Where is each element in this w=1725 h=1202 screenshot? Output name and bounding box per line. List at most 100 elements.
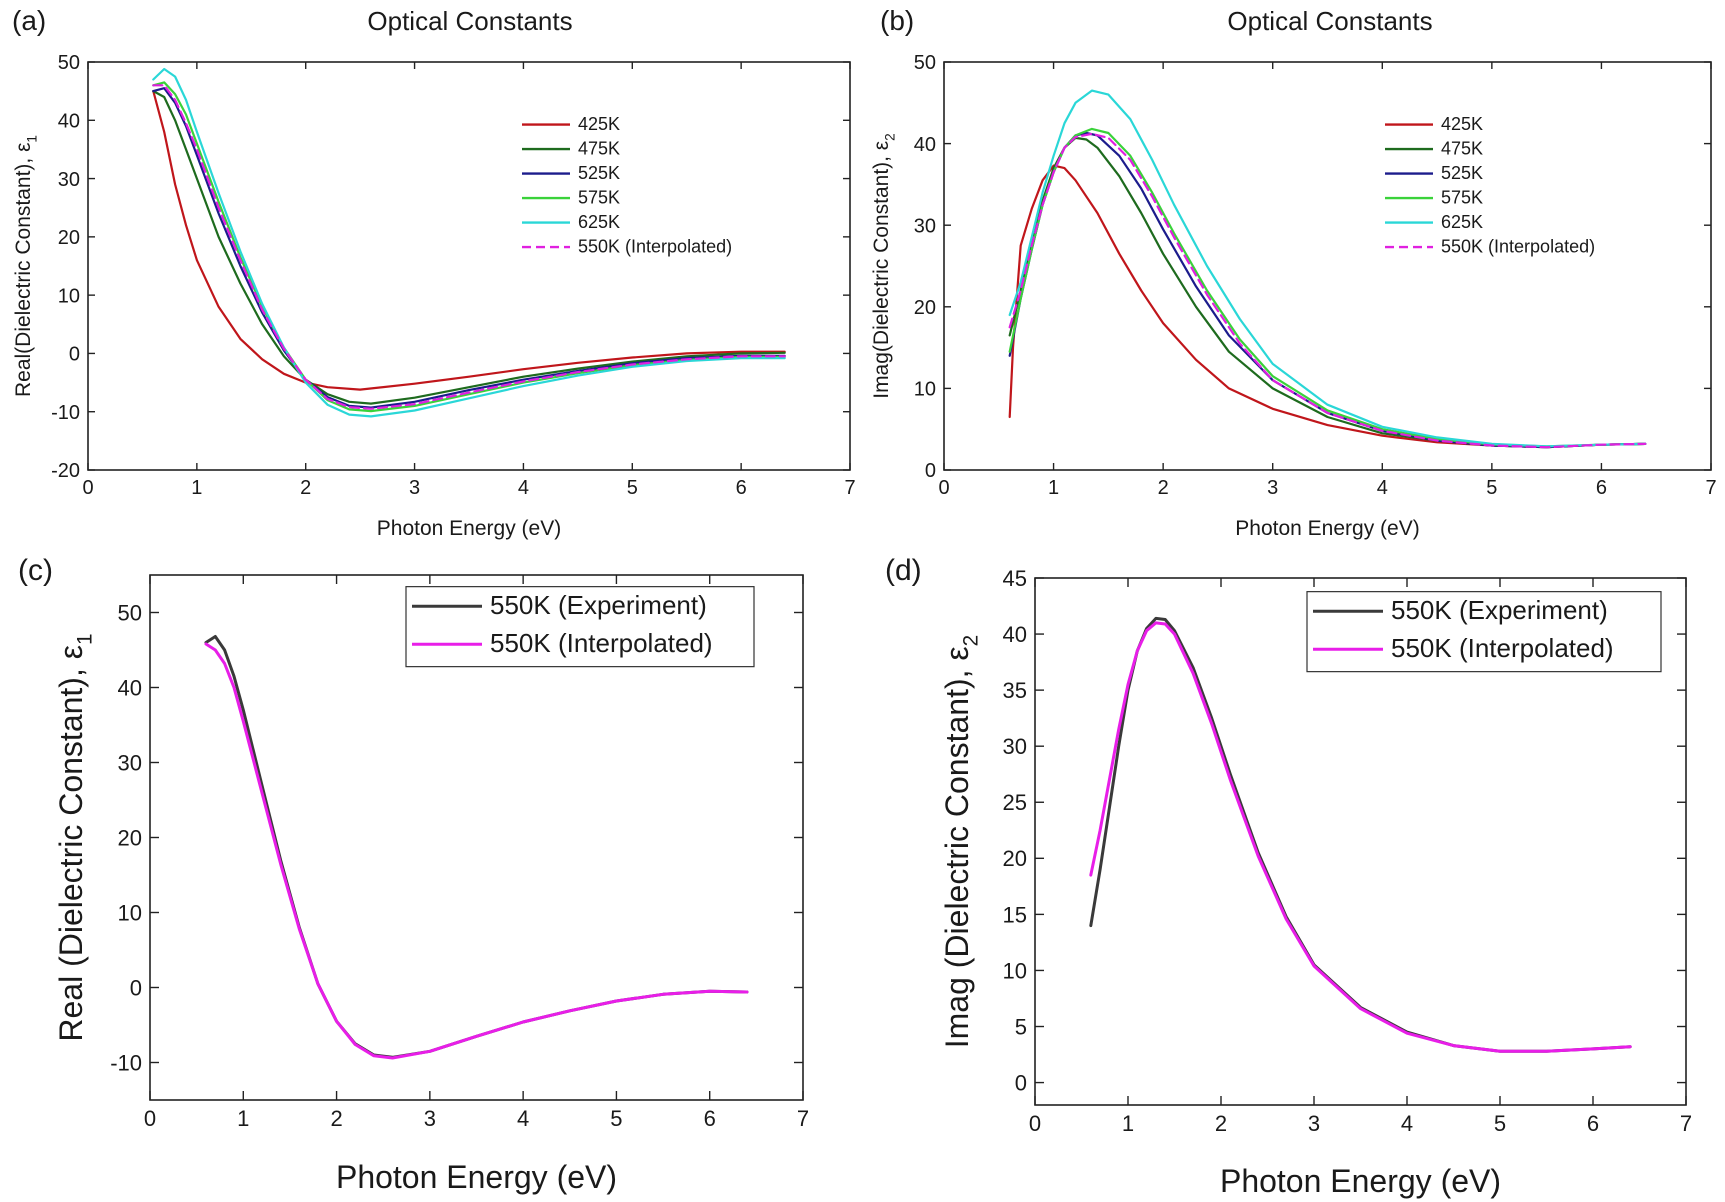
series-line-550k-interpolated- bbox=[152, 84, 786, 410]
y-tick-label: 50 bbox=[118, 600, 142, 625]
y-tick-label: 0 bbox=[130, 975, 142, 1000]
chart-panel-1: (b) Optical Constants 0 1 2 3 4 5 6 7 0 10 20 30 40 50 P… bbox=[870, 5, 1717, 540]
y-axis-label: Imag (Dielectric Constant), ε2 bbox=[939, 635, 983, 1049]
chart-panel-2: (c) 0 1 2 3 4 5 6 7 -10 0 10 20 30 40 50 Photon Energy (… bbox=[18, 554, 809, 1195]
x-tick-label: 3 bbox=[1308, 1111, 1320, 1136]
y-tick-label: 40 bbox=[118, 675, 142, 700]
chart-title: Optical Constants bbox=[1227, 6, 1432, 36]
legend-label: 475K bbox=[578, 139, 620, 159]
y-axis-label: Real (Dielectric Constant), ε1 bbox=[53, 633, 97, 1041]
y-tick-label: 50 bbox=[58, 52, 80, 74]
y-tick-label: 10 bbox=[58, 285, 80, 307]
y-tick-label: 0 bbox=[1015, 1070, 1027, 1095]
x-tick-label: 2 bbox=[330, 1106, 342, 1131]
y-tick-label: 40 bbox=[914, 134, 936, 156]
legend-label: 475K bbox=[1441, 139, 1483, 159]
y-tick-label: 20 bbox=[58, 227, 80, 249]
x-tick-label: 7 bbox=[844, 477, 855, 499]
x-tick-label: 1 bbox=[191, 477, 202, 499]
series-line-550k-interpolated- bbox=[204, 642, 749, 1060]
x-tick-label: 0 bbox=[1029, 1111, 1041, 1136]
y-tick-label: -10 bbox=[51, 402, 80, 424]
x-tick-label: 7 bbox=[1705, 477, 1716, 499]
x-tick-label: 6 bbox=[736, 477, 747, 499]
y-axis-label-main: Imag(Dielectric Constant), ε bbox=[870, 141, 893, 399]
x-tick-label: 6 bbox=[1596, 477, 1607, 499]
y-tick-label: -10 bbox=[110, 1050, 142, 1075]
legend-box bbox=[1306, 591, 1662, 673]
plot-frame bbox=[87, 61, 851, 471]
x-tick-label: 0 bbox=[144, 1106, 156, 1131]
plot-frame bbox=[1034, 577, 1687, 1106]
chart-title: Optical Constants bbox=[367, 6, 572, 36]
x-tick-label: 5 bbox=[627, 477, 638, 499]
y-tick-label: 10 bbox=[1003, 958, 1027, 983]
legend-label: 575K bbox=[1441, 188, 1483, 208]
x-tick-label: 2 bbox=[1215, 1111, 1227, 1136]
y-tick-label: 20 bbox=[1003, 846, 1027, 871]
legend-label: 575K bbox=[578, 188, 620, 208]
legend-label: 550K (Interpolated) bbox=[1441, 237, 1595, 257]
legend: 425K 475K 525K 575K 625K 550K (Interpolated) bbox=[522, 114, 732, 257]
y-tick-label: 5 bbox=[1015, 1014, 1027, 1039]
legend-label: 425K bbox=[1441, 114, 1483, 134]
x-tick-label: 3 bbox=[1267, 477, 1278, 499]
legend-box bbox=[405, 586, 755, 668]
y-axis-label-main: Real (Dielectric Constant), ε bbox=[53, 645, 89, 1042]
series-line-625k bbox=[152, 67, 786, 418]
legend-label: 425K bbox=[578, 114, 620, 134]
y-tick-label: 30 bbox=[914, 215, 936, 237]
legend-label: 625K bbox=[1441, 212, 1483, 232]
y-tick-label: 15 bbox=[1003, 902, 1027, 927]
legend-label: 525K bbox=[1441, 163, 1483, 183]
series-line-475k bbox=[1008, 136, 1647, 449]
legend: 550K (Experiment) 550K (Interpolated) bbox=[405, 586, 755, 668]
x-tick-label: 1 bbox=[237, 1106, 249, 1131]
x-tick-label: 4 bbox=[517, 1106, 529, 1131]
series-line-550k-interpolated- bbox=[1089, 621, 1632, 1053]
x-tick-label: 2 bbox=[1158, 477, 1169, 499]
x-tick-label: 4 bbox=[1401, 1111, 1413, 1136]
chart-panel-0: (a) Optical Constants 0 1 2 3 4 5 6 7 -20 -10 0 10 20 3… bbox=[12, 5, 856, 540]
x-tick-label: 0 bbox=[938, 477, 949, 499]
y-tick-label: 0 bbox=[69, 344, 80, 366]
series-line-425k bbox=[152, 90, 786, 391]
y-tick-label: 40 bbox=[58, 110, 80, 132]
legend: 425K 475K 525K 575K 625K 550K (Interpolated) bbox=[1385, 114, 1595, 257]
panel-label: (b) bbox=[880, 5, 914, 36]
legend-label: 550K (Experiment) bbox=[1391, 595, 1608, 625]
y-axis-label-subscript: 2 bbox=[882, 133, 897, 141]
x-tick-label: 3 bbox=[409, 477, 420, 499]
y-tick-label: 50 bbox=[914, 52, 936, 74]
y-tick-label: 45 bbox=[1003, 566, 1027, 591]
x-axis-label: Photon Energy (eV) bbox=[1235, 517, 1419, 540]
x-axis-label: Photon Energy (eV) bbox=[336, 1159, 617, 1195]
legend: 550K (Experiment) 550K (Interpolated) bbox=[1306, 591, 1662, 673]
y-axis-label-main: Real(Dielectric Constant), ε bbox=[12, 143, 35, 397]
panel-label: (d) bbox=[885, 554, 922, 587]
y-tick-label: 25 bbox=[1003, 790, 1027, 815]
legend-label: 525K bbox=[578, 163, 620, 183]
legend-label: 625K bbox=[578, 212, 620, 232]
x-tick-label: 6 bbox=[704, 1106, 716, 1131]
legend-label: 550K (Interpolated) bbox=[490, 628, 713, 658]
series-line-575k bbox=[1008, 127, 1647, 448]
y-tick-label: 30 bbox=[58, 169, 80, 191]
y-tick-label: 20 bbox=[914, 297, 936, 319]
y-tick-label: 35 bbox=[1003, 678, 1027, 703]
series-line-525k bbox=[1008, 131, 1647, 449]
series-line-525k bbox=[152, 87, 786, 409]
x-tick-label: 3 bbox=[424, 1106, 436, 1131]
panel-label: (a) bbox=[12, 5, 46, 36]
y-tick-label: 10 bbox=[914, 379, 936, 401]
legend-label: 550K (Interpolated) bbox=[578, 237, 732, 257]
y-axis-label-subscript: 1 bbox=[74, 633, 97, 645]
y-tick-label: -20 bbox=[51, 460, 80, 482]
x-axis-label: Photon Energy (eV) bbox=[377, 517, 561, 540]
x-tick-label: 2 bbox=[300, 477, 311, 499]
y-tick-label: 20 bbox=[118, 825, 142, 850]
y-axis-label-subscript: 2 bbox=[960, 635, 983, 647]
x-tick-label: 5 bbox=[610, 1106, 622, 1131]
